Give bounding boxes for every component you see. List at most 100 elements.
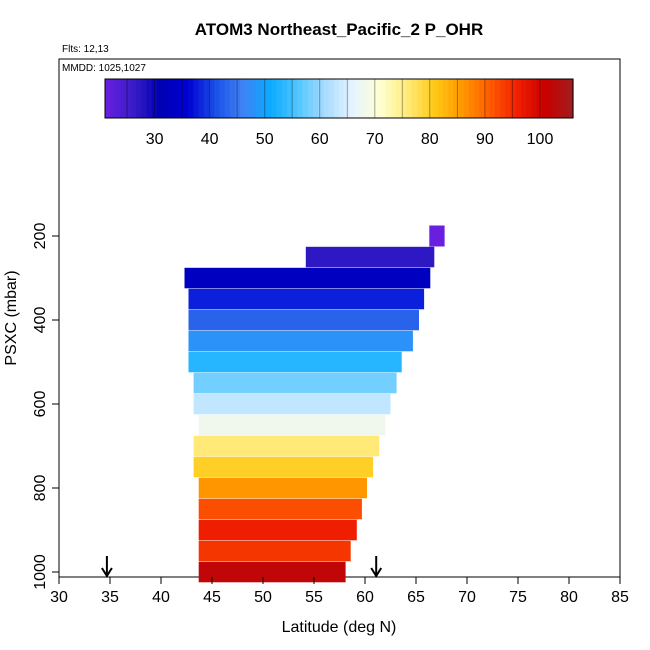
colorbar-swatch: [505, 79, 512, 118]
colorbar-swatch: [313, 79, 319, 118]
colorbar-swatch: [297, 79, 304, 118]
heatmap-cell: [193, 435, 380, 457]
flights-label: Flts: 12,13: [62, 44, 109, 55]
colorbar-swatch: [562, 79, 569, 118]
colorbar-swatch: [427, 79, 434, 118]
colorbar-tick-label: 70: [366, 131, 384, 148]
colorbar-swatch: [141, 79, 148, 118]
colorbar-swatch: [515, 79, 522, 118]
colorbar-swatch: [344, 79, 350, 118]
colorbar-swatch: [380, 79, 387, 118]
colorbar-swatch: [183, 79, 189, 118]
x-tick-label: 75: [509, 589, 527, 606]
y-tick-label: 1000: [32, 554, 49, 590]
colorbar-swatch: [339, 79, 345, 118]
heatmap-cell: [429, 225, 445, 247]
colorbar-swatch: [261, 79, 267, 118]
x-tick-label: 80: [560, 589, 578, 606]
colorbar-swatch: [105, 79, 111, 118]
colorbar-swatch: [354, 79, 361, 118]
y-axis-label: PSXC (mbar): [3, 270, 20, 365]
colorbar-swatch: [479, 79, 486, 118]
colorbar-swatch: [146, 79, 153, 118]
colorbar-swatch: [157, 79, 163, 118]
colorbar-swatch: [495, 79, 501, 118]
heatmap-cell: [188, 330, 413, 352]
heatmap-cells: [184, 225, 445, 583]
colorbar-swatch: [281, 79, 288, 118]
colorbar-swatch: [474, 79, 480, 118]
heatmap-cell: [198, 477, 367, 499]
colorbar-swatch: [401, 79, 408, 118]
colorbar-swatch: [318, 79, 324, 118]
colorbar-swatch: [484, 79, 491, 118]
colorbar-swatch: [552, 79, 558, 118]
colorbar-swatch: [359, 79, 366, 118]
colorbar-swatch: [375, 79, 382, 118]
colorbar-tick-label: 80: [421, 131, 439, 148]
colorbar-swatch: [510, 79, 517, 118]
colorbar-swatch: [245, 79, 252, 118]
colorbar-swatch: [323, 79, 330, 118]
y-axis: 200 400 600 800 1000: [32, 223, 59, 590]
colorbar-swatch: [370, 79, 376, 118]
colorbar-swatch: [214, 79, 220, 118]
heatmap-cell: [188, 351, 402, 373]
heatmap-cell: [198, 498, 362, 520]
colorbar-swatch: [541, 79, 548, 118]
x-tick-label: 55: [305, 589, 323, 606]
heatmap-cell: [305, 246, 435, 268]
colorbar-swatch: [271, 79, 278, 118]
colorbar-swatch: [229, 79, 236, 118]
x-axis-label: Latitude (deg N): [282, 619, 397, 636]
colorbar-swatch: [287, 79, 293, 118]
colorbar-swatch: [198, 79, 205, 118]
colorbar-swatch: [500, 79, 506, 118]
colorbar-tick-label: 60: [311, 131, 329, 148]
colorbar-swatch: [125, 79, 132, 118]
colorbar-swatch: [307, 79, 314, 118]
colorbar-swatch: [443, 79, 449, 118]
colorbar-swatch: [448, 79, 454, 118]
colorbar-swatch: [547, 79, 553, 118]
x-tick-label: 70: [458, 589, 476, 606]
colorbar-swatch: [276, 79, 283, 118]
x-tick-label: 50: [254, 589, 272, 606]
colorbar-tick-label: 100: [527, 131, 554, 148]
heatmap-cell: [198, 519, 357, 541]
latitude-arrow-head: [370, 567, 383, 578]
colorbar-swatch: [115, 79, 122, 118]
colorbar-swatch: [110, 79, 116, 118]
heatmap-cell: [198, 414, 386, 436]
y-tick-label: 400: [32, 307, 49, 334]
colorbar-swatch: [172, 79, 179, 118]
colorbar-swatch: [302, 79, 309, 118]
colorbar-swatch: [266, 79, 272, 118]
x-tick-label: 60: [356, 589, 374, 606]
colorbar-swatch: [567, 79, 574, 118]
x-axis: 30 35 40 45 50 55 60 65 70 75 80 85: [50, 577, 629, 606]
colorbar-swatch: [136, 79, 142, 118]
colorbar-swatch: [422, 79, 428, 118]
heatmap-cell: [198, 540, 351, 562]
colorbar-swatch: [240, 79, 246, 118]
colorbar-swatch: [219, 79, 226, 118]
colorbar-swatch: [203, 79, 210, 118]
colorbar-tick-label: 40: [201, 131, 219, 148]
colorbar-swatch: [463, 79, 470, 118]
colorbar-swatch: [437, 79, 444, 118]
colorbar-swatch: [193, 79, 200, 118]
colorbar-swatch: [255, 79, 262, 118]
colorbar-swatch: [557, 79, 564, 118]
colorbar-swatch: [489, 79, 496, 118]
colorbar-tick-label: 30: [146, 131, 164, 148]
heatmap-cell: [193, 372, 397, 394]
colorbar: 30 40 50 60 70 80 90 100: [104, 78, 574, 148]
colorbar-swatch: [151, 79, 158, 118]
colorbar-swatch: [469, 79, 475, 118]
colorbar-swatch: [453, 79, 460, 118]
heatmap-cell: [188, 309, 419, 331]
colorbar-swatch: [131, 79, 137, 118]
colorbar-tick-label: 50: [256, 131, 274, 148]
colorbar-swatch: [120, 79, 127, 118]
